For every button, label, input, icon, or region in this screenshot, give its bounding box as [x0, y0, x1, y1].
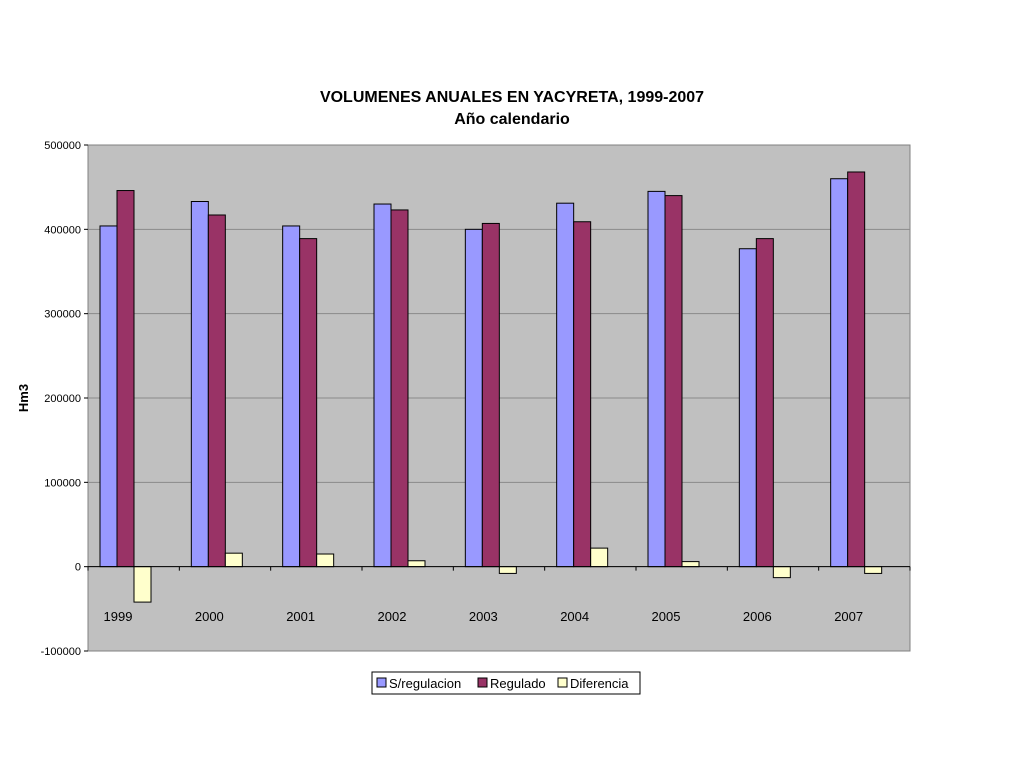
- bar-regulado-2003: [481, 222, 500, 568]
- bar-regulado-2004: [573, 221, 592, 568]
- bar-regulado-1999: [116, 190, 135, 568]
- legend-label: Diferencia: [570, 676, 629, 691]
- y-tick-label: 100000: [44, 477, 81, 489]
- bar-regulado-2006: [755, 238, 774, 568]
- bar-diferencia-2005: [681, 561, 700, 568]
- legend-label: Regulado: [490, 676, 546, 691]
- bar-regulado-2002: [390, 209, 409, 568]
- y-tick-label: 0: [75, 562, 81, 574]
- y-tick-label: 300000: [44, 309, 81, 321]
- bar-regulado-2007: [847, 171, 866, 568]
- bar-s-regulacion-2007: [830, 178, 849, 568]
- y-tick-label: 400000: [44, 224, 81, 236]
- bar-diferencia-1999: [133, 566, 152, 603]
- y-axis-ticks: -100000 0 100000 200000 300000 400000 500000: [41, 140, 88, 658]
- y-tick-label: -100000: [41, 646, 81, 658]
- bar-diferencia-2004: [590, 547, 609, 568]
- legend-swatch-s-regulacion: [376, 677, 387, 688]
- legend-swatch-diferencia: [557, 677, 568, 688]
- bar-diferencia-2001: [316, 553, 335, 568]
- y-tick-label: 200000: [44, 393, 81, 405]
- x-tick-label: 2001: [286, 609, 315, 624]
- x-tick-label: 2002: [378, 609, 407, 624]
- bar-diferencia-2002: [407, 560, 426, 568]
- x-axis: [87, 566, 911, 571]
- bar-regulado-2000: [207, 214, 226, 568]
- x-tick-label: 1999: [104, 609, 133, 624]
- legend: S/regulacion Regulado Diferencia: [371, 671, 641, 695]
- x-tick-label: 2004: [560, 609, 589, 624]
- bars: [99, 171, 883, 603]
- bar-regulado-2005: [664, 195, 683, 568]
- x-tick-label: 2000: [195, 609, 224, 624]
- bar-s-regulacion-2002: [373, 203, 392, 568]
- bar-diferencia-2007: [864, 566, 883, 574]
- chart-subtitle: Año calendario: [454, 111, 570, 128]
- bar-diferencia-2003: [498, 566, 517, 574]
- bar-diferencia-2006: [772, 566, 791, 579]
- bar-s-regulacion-2000: [190, 201, 209, 568]
- y-tick-label: 500000: [44, 140, 81, 152]
- x-tick-label: 2007: [834, 609, 863, 624]
- bar-diferencia-2000: [224, 552, 243, 568]
- bar-s-regulacion-2006: [738, 248, 757, 568]
- x-tick-label: 2006: [743, 609, 772, 624]
- bar-s-regulacion-2001: [282, 225, 301, 568]
- x-tick-label: 2005: [652, 609, 681, 624]
- bar-s-regulacion-1999: [99, 225, 118, 568]
- x-axis-ticks: 1999 2000 2001 2002 2003 2004 2005 2006 2007: [104, 609, 864, 624]
- chart-title: VOLUMENES ANUALES EN YACYRETA, 1999-2007: [320, 89, 704, 106]
- bar-s-regulacion-2003: [464, 228, 483, 568]
- legend-swatch-regulado: [477, 677, 488, 688]
- y-axis-label: Hm3: [16, 384, 31, 412]
- bar-s-regulacion-2005: [647, 190, 666, 568]
- legend-label: S/regulacion: [389, 676, 461, 691]
- bar-s-regulacion-2004: [556, 202, 575, 568]
- bar-regulado-2001: [299, 238, 318, 568]
- legend-box: [371, 671, 641, 695]
- x-tick-label: 2003: [469, 609, 498, 624]
